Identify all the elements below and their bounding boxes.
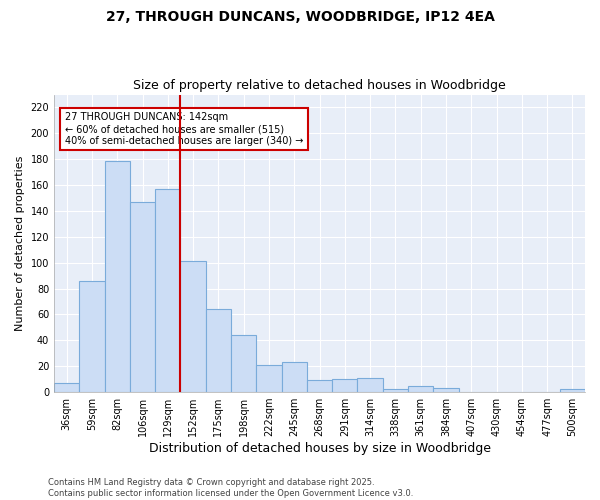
Bar [104,160,130,392]
Bar [358,378,383,392]
Bar [281,362,307,392]
Bar [130,202,155,392]
Bar [307,380,332,392]
Title: Size of property relative to detached houses in Woodbridge: Size of property relative to detached ho… [133,79,506,92]
Bar [560,390,585,392]
Bar [383,390,408,392]
Bar [408,386,433,392]
Text: Contains HM Land Registry data © Crown copyright and database right 2025.
Contai: Contains HM Land Registry data © Crown c… [48,478,413,498]
Bar [181,262,206,392]
Bar [256,365,281,392]
Bar [206,310,231,392]
Bar [433,388,458,392]
Bar [155,189,181,392]
Bar [54,383,79,392]
Text: 27 THROUGH DUNCANS: 142sqm
← 60% of detached houses are smaller (515)
40% of sem: 27 THROUGH DUNCANS: 142sqm ← 60% of deta… [65,112,303,146]
Y-axis label: Number of detached properties: Number of detached properties [15,156,25,331]
Text: 27, THROUGH DUNCANS, WOODBRIDGE, IP12 4EA: 27, THROUGH DUNCANS, WOODBRIDGE, IP12 4E… [106,10,494,24]
X-axis label: Distribution of detached houses by size in Woodbridge: Distribution of detached houses by size … [149,442,491,455]
Bar [231,335,256,392]
Bar [332,379,358,392]
Bar [79,281,104,392]
